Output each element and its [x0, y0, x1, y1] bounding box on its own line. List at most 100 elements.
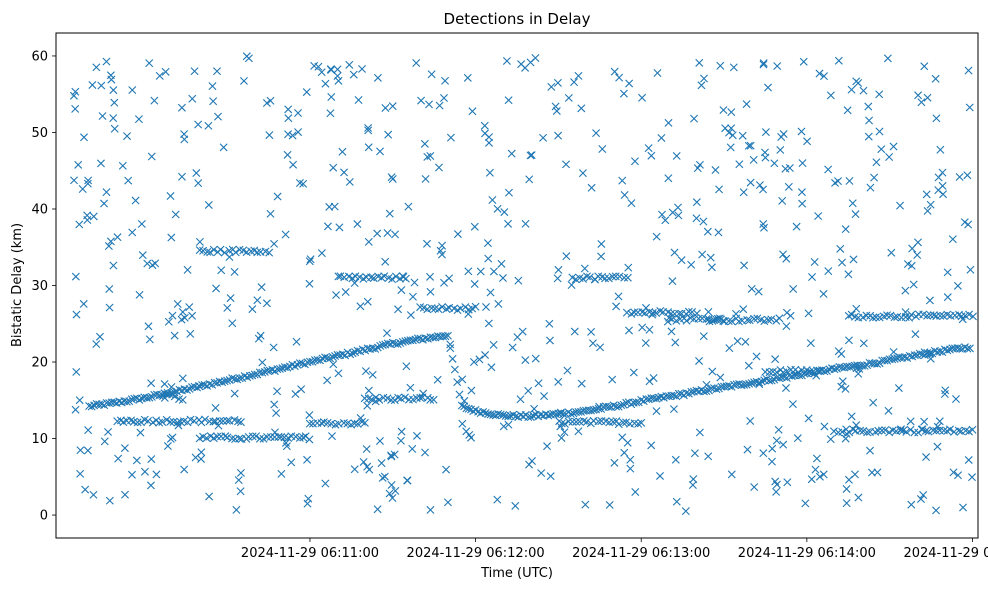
- main-track-point: [587, 406, 596, 415]
- secondary-track-point: [656, 306, 665, 315]
- clutter-point: [470, 280, 479, 289]
- y-tick-label: 10: [31, 432, 48, 447]
- clutter-point: [557, 433, 566, 442]
- clutter-point: [170, 331, 179, 340]
- clutter-point: [695, 160, 704, 169]
- clutter-point: [527, 457, 536, 466]
- clutter-point: [465, 430, 474, 439]
- secondary-track-point: [427, 304, 436, 313]
- clutter-point: [715, 185, 724, 194]
- secondary-track-point: [305, 435, 314, 444]
- clutter-point: [964, 66, 973, 75]
- clutter-point: [964, 220, 973, 229]
- clutter-point: [500, 208, 509, 217]
- clutter-point: [508, 343, 517, 352]
- clutter-point: [137, 219, 146, 228]
- clutter-point: [383, 229, 392, 238]
- secondary-track-point: [614, 420, 623, 429]
- clutter-point: [426, 151, 435, 160]
- secondary-track-point: [767, 315, 776, 324]
- secondary-track-point: [585, 273, 594, 282]
- clutter-point: [803, 137, 812, 146]
- clutter-point: [951, 395, 960, 404]
- clutter-point: [812, 371, 821, 380]
- main-track-point: [577, 407, 585, 416]
- clutter-point: [504, 219, 513, 228]
- main-track-point: [376, 341, 385, 350]
- clutter-point: [814, 212, 823, 221]
- clutter-point: [493, 204, 502, 213]
- secondary-track-point: [838, 427, 847, 436]
- clutter-point: [815, 69, 824, 78]
- clutter-point: [470, 222, 479, 231]
- clutter-point: [128, 470, 136, 479]
- clutter-point: [120, 444, 129, 453]
- clutter-point: [524, 386, 533, 395]
- clutter-point: [943, 268, 952, 277]
- clutter-point: [919, 491, 928, 500]
- clutter-point: [570, 327, 579, 336]
- main-track-point: [220, 377, 229, 386]
- clutter-point: [729, 63, 738, 72]
- secondary-track-point: [845, 428, 854, 437]
- secondary-track-point: [380, 272, 389, 281]
- main-track-point: [321, 353, 330, 362]
- secondary-track-point: [227, 434, 236, 443]
- clutter-point: [620, 191, 629, 199]
- clutter-point: [845, 176, 854, 185]
- clutter-point: [664, 118, 673, 127]
- clutter-point: [330, 202, 339, 211]
- clutter-point: [504, 188, 513, 197]
- clutter-point: [933, 442, 942, 451]
- clutter-point: [106, 71, 115, 80]
- clutter-point: [738, 131, 747, 140]
- clutter-point: [159, 392, 168, 400]
- clutter-point: [618, 433, 627, 442]
- clutter-point: [695, 428, 704, 437]
- clutter-point: [180, 313, 189, 322]
- clutter-point: [674, 211, 683, 220]
- clutter-point: [760, 148, 769, 157]
- clutter-point: [338, 147, 347, 156]
- main-track-point: [396, 339, 405, 348]
- secondary-track-point: [750, 314, 759, 323]
- main-track-point: [218, 378, 227, 387]
- clutter-point: [174, 421, 183, 430]
- clutter-point: [624, 263, 633, 272]
- clutter-point: [178, 308, 187, 316]
- secondary-track-point: [932, 426, 941, 435]
- secondary-track-point: [815, 366, 824, 375]
- clutter-point: [652, 232, 661, 241]
- y-tick-label: 0: [40, 509, 48, 524]
- clutter-point: [954, 471, 962, 480]
- main-track-point: [499, 411, 508, 420]
- clutter-point: [797, 127, 806, 136]
- clutter-point: [283, 150, 292, 159]
- clutter-point: [147, 455, 156, 464]
- clutter-point: [592, 129, 601, 138]
- main-track-point: [960, 343, 969, 352]
- main-track-point: [742, 380, 751, 389]
- clutter-point: [214, 421, 223, 430]
- clutter-point: [204, 200, 213, 209]
- secondary-track-point: [579, 274, 588, 283]
- x-tick-label: 2024-11-29 06:15:00: [903, 546, 988, 561]
- clutter-point: [480, 129, 489, 138]
- clutter-point: [932, 114, 941, 123]
- clutter-point: [562, 252, 571, 261]
- clutter-point: [92, 340, 101, 349]
- clutter-point: [287, 458, 296, 467]
- clutter-point: [381, 257, 390, 266]
- secondary-track-point: [367, 395, 376, 404]
- main-track-point: [210, 378, 219, 387]
- clutter-point: [334, 369, 343, 378]
- clutter-point: [194, 179, 203, 188]
- main-track-point: [298, 359, 307, 368]
- clutter-point: [779, 250, 787, 259]
- clutter-point: [110, 124, 119, 133]
- clutter-point: [364, 386, 373, 395]
- clutter-point: [516, 395, 525, 404]
- secondary-track-point: [923, 311, 932, 320]
- clutter-point: [433, 375, 442, 384]
- main-track-point: [569, 409, 578, 418]
